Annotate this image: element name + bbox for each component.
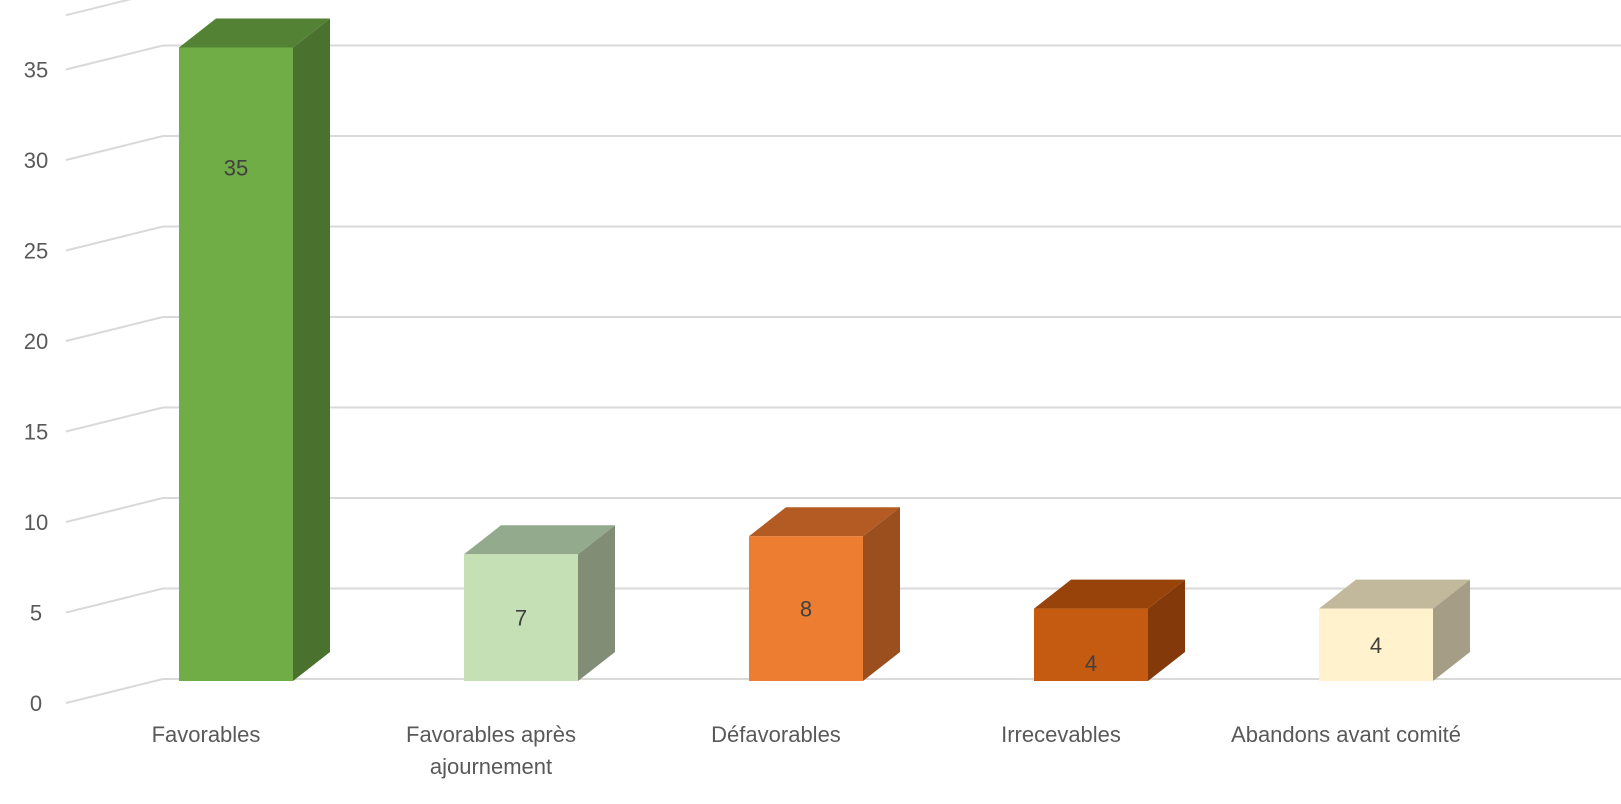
y-tick-label: 25 <box>24 239 48 264</box>
bar: 8 <box>749 507 900 681</box>
x-tick-label: Défavorables <box>711 722 841 747</box>
bar-side-face <box>578 525 615 681</box>
bar-front-face <box>1319 608 1433 681</box>
gridline-side <box>65 316 164 342</box>
bar-front-face <box>749 536 863 681</box>
bar-top-face <box>1034 579 1185 609</box>
bar-front-face <box>1034 608 1148 681</box>
x-tick-label: Favorables <box>152 722 261 747</box>
bar-top-face <box>179 18 330 48</box>
bar-front-face <box>179 47 293 681</box>
bar: 4 <box>1034 579 1185 681</box>
data-label: 7 <box>515 606 527 631</box>
y-tick-label: 20 <box>24 329 48 354</box>
bar: 7 <box>464 525 615 681</box>
bar-side-face <box>1433 579 1470 681</box>
gridline-side <box>65 678 164 704</box>
data-label: 8 <box>800 597 812 622</box>
y-tick-label: 30 <box>24 148 48 173</box>
bar-top-face <box>1319 579 1470 609</box>
x-tick-label: Abandons avant comité <box>1231 722 1461 747</box>
y-axis-ticks: 0 5 10 15 20 25 30 35 <box>24 58 48 717</box>
gridline-side <box>65 135 164 161</box>
bar-front-face <box>464 554 578 681</box>
y-tick-label: 5 <box>30 601 42 626</box>
bar-top-face <box>749 507 900 537</box>
gridline-side <box>65 0 132 17</box>
gridline-side <box>65 44 164 71</box>
x-tick-label: Irrecevables <box>1001 722 1121 747</box>
bar-side-face <box>293 18 330 681</box>
data-label: 4 <box>1085 651 1097 676</box>
y-tick-label: 15 <box>24 420 48 445</box>
y-tick-label: 0 <box>30 691 42 716</box>
y-tick-label: 35 <box>24 58 48 83</box>
bar: 35 <box>179 18 330 681</box>
gridline-side <box>65 406 164 433</box>
gridline-side <box>65 497 164 523</box>
x-axis-categories: Favorables Favorables après ajournement Déf… <box>152 722 1461 779</box>
y-tick-label: 10 <box>24 510 48 535</box>
bar-side-face <box>1148 579 1185 681</box>
bar: 4 <box>1319 579 1470 681</box>
bars: 35 7 8 4 4 <box>179 18 1470 681</box>
bar-side-face <box>863 507 900 681</box>
x-tick-label: Favorables après ajournement <box>406 722 576 779</box>
gridlines <box>65 0 1621 704</box>
data-label: 4 <box>1370 633 1382 658</box>
bar-top-face <box>464 525 615 555</box>
data-label: 35 <box>224 156 248 181</box>
gridline-side <box>65 225 164 252</box>
gridline-side <box>65 587 164 614</box>
